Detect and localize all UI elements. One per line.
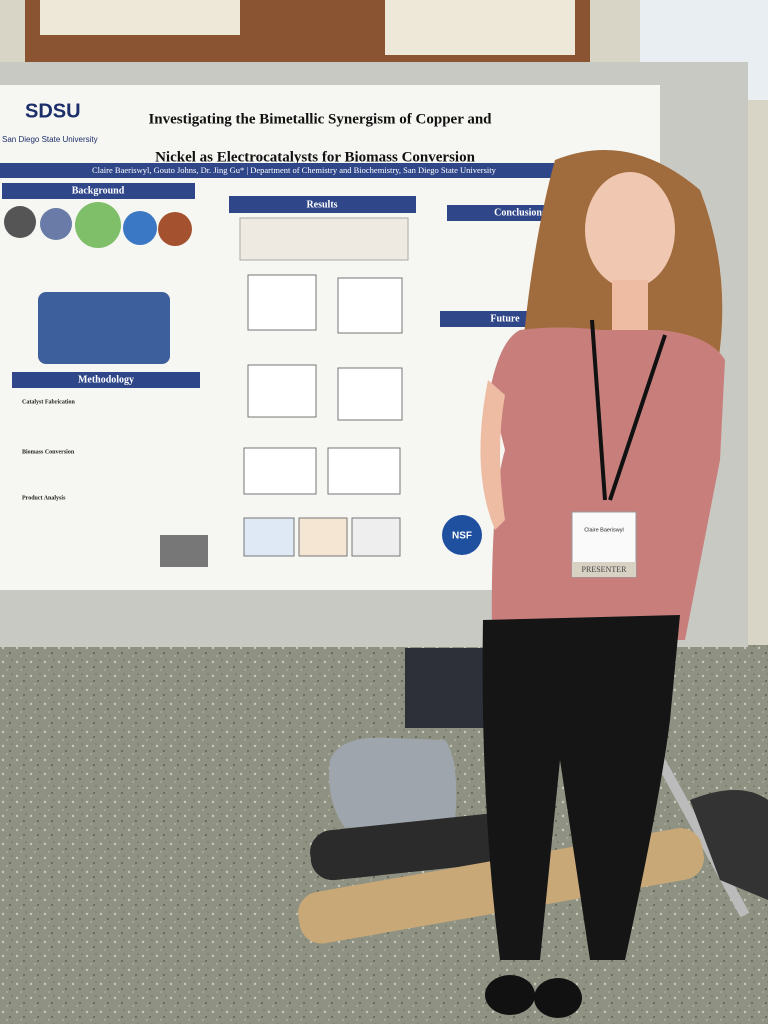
icon (123, 211, 157, 245)
poster-title: Investigating the Bimetallic Synergism o… (148, 111, 492, 127)
neck (612, 280, 648, 330)
author-bar (0, 163, 580, 178)
photo-figure (160, 535, 208, 567)
stand (655, 757, 750, 918)
figure (243, 447, 317, 495)
shoe (534, 978, 582, 1018)
step: Product Analysis (22, 495, 66, 501)
section-header (229, 196, 416, 213)
section-header (12, 372, 200, 388)
person-behind (405, 648, 485, 728)
sponsor-logo (442, 515, 482, 555)
figure (337, 367, 403, 421)
icon (75, 202, 121, 248)
lanyard (590, 319, 607, 501)
step: Biomass Conversion (22, 449, 75, 455)
face (585, 172, 675, 288)
figure (247, 274, 317, 331)
sponsor: NSF (452, 531, 472, 542)
poster-title: Nickel as Electrocatalysts for Biomass C… (155, 149, 475, 165)
bag (690, 790, 768, 900)
lanyard (608, 334, 667, 501)
section-header (2, 183, 195, 199)
authors: Claire Baeriswyl, Gouto Johns, Dr. Jing … (92, 165, 497, 175)
section-header (447, 205, 562, 221)
diagram (38, 292, 170, 364)
figure (351, 517, 401, 557)
figure (243, 517, 295, 557)
pants (482, 615, 680, 960)
logo: SDSU (25, 100, 81, 122)
icon (40, 208, 72, 240)
logo-text: San Diego State University (2, 135, 98, 144)
figure (337, 277, 403, 334)
figure (298, 517, 348, 557)
top (490, 327, 725, 640)
badge-name: Claire Baeriswyl (584, 527, 623, 533)
section-title: Methodology (78, 374, 134, 385)
door-panel (40, 0, 240, 35)
section-title: Future (490, 313, 520, 324)
badge-ribbon (572, 562, 636, 577)
backpack (329, 737, 457, 828)
figure (247, 364, 317, 418)
section-title: Results (306, 199, 337, 210)
shoe (485, 975, 535, 1015)
icon (4, 206, 36, 238)
section-header (440, 311, 535, 327)
door-panel (385, 0, 575, 55)
arm (480, 380, 505, 530)
figure (239, 217, 409, 261)
section-title: Background (72, 185, 125, 196)
badge-role: PRESENTER (582, 565, 628, 574)
step: Catalyst Fabrication (22, 399, 75, 405)
figure (327, 447, 401, 495)
icon (158, 212, 192, 246)
section-title: Conclusions (494, 207, 546, 218)
tube (310, 813, 510, 881)
